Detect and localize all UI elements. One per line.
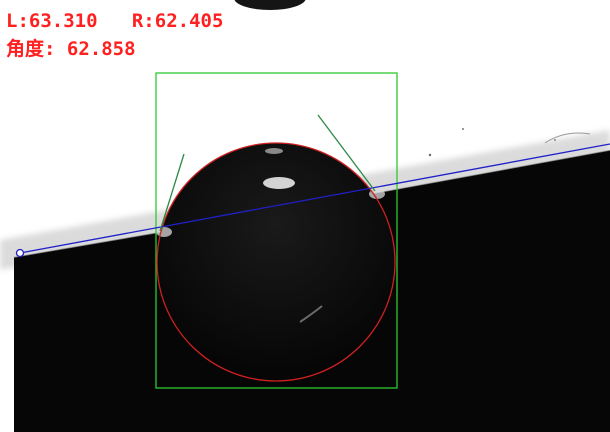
drop-highlight [263, 177, 295, 189]
fit-circle [156, 142, 396, 382]
right-angle-value: 62.405 [154, 10, 224, 32]
left-tangent-line [159, 153, 185, 232]
right-angle-label: R: [131, 10, 155, 32]
needle-tip [234, 0, 306, 10]
speck [428, 153, 432, 157]
speck [462, 128, 464, 130]
right-contact-glint [369, 189, 385, 199]
speck [554, 139, 556, 141]
left-contact-glint [156, 227, 172, 237]
baseline-handle[interactable] [15, 248, 25, 258]
left-angle-value: 63.310 [28, 10, 98, 32]
surface-scratch [544, 132, 591, 144]
baseline[interactable] [19, 143, 610, 254]
roi-box[interactable] [155, 72, 398, 389]
drop-highlight-small [265, 148, 283, 154]
average-angle-value: 62.858 [66, 38, 136, 60]
drop-reflection [299, 305, 323, 323]
left-angle-label: L: [6, 10, 29, 32]
average-angle-label: 角度: [6, 38, 56, 60]
right-tangent-line [317, 114, 376, 192]
average-angle-readout: 角度: 62.858 [6, 38, 136, 60]
water-drop [157, 143, 395, 381]
angle-lr-readout: L:63.310 R:62.405 [6, 10, 223, 32]
